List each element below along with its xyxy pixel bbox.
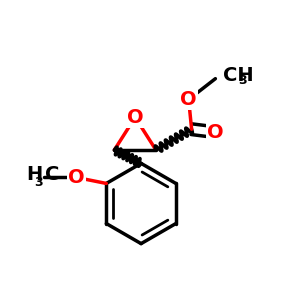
Text: 3: 3 (34, 176, 42, 189)
Text: 3: 3 (238, 74, 247, 87)
Text: H: H (26, 165, 42, 184)
Text: O: O (207, 123, 224, 142)
Text: O: O (180, 90, 197, 109)
Text: C: C (45, 165, 60, 184)
Text: O: O (68, 168, 85, 187)
Text: O: O (127, 108, 143, 127)
Text: CH: CH (223, 66, 254, 85)
